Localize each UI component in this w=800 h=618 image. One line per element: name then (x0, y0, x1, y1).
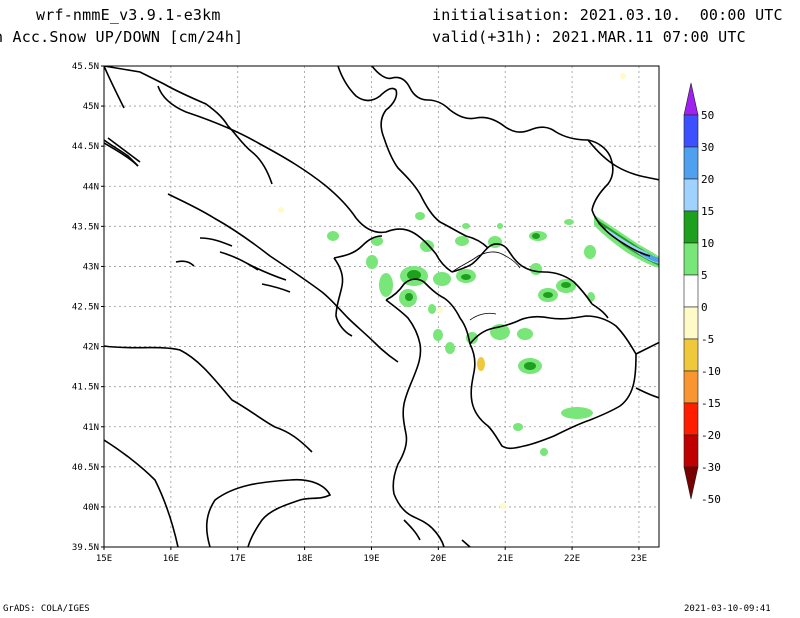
colorbar-segment (683, 402, 699, 436)
lat-label: 45N (83, 102, 99, 112)
render-timestamp: 2021-03-10-09:41 (684, 604, 771, 614)
lat-label: 44.5N (72, 142, 99, 152)
colorbar-over-triangle (683, 82, 699, 116)
latitude-labels: 45.5N 45N 44.5N 44N 43.5N 43N 42.5N 42N 41.5N 41N… (72, 62, 104, 553)
lat-label: 43N (83, 262, 99, 272)
colorbar-label: -15 (701, 397, 721, 410)
colorbar-segment (683, 114, 699, 148)
snow-field-layer (278, 73, 659, 509)
lat-label: 44N (83, 182, 99, 192)
init-time: initialisation: 2021.03.10. 00:00 UTC (432, 6, 783, 24)
lat-label: 43.5N (72, 222, 99, 232)
lat-label: 42N (83, 343, 99, 353)
lat-label: 39.5N (72, 543, 99, 553)
lat-label: 41.5N (72, 383, 99, 393)
colorbar-label: 0 (701, 301, 708, 314)
colorbar-label: 50 (701, 109, 714, 122)
lat-label: 45.5N (72, 62, 99, 72)
colorbar-label: 30 (701, 141, 714, 154)
model-title: wrf-nmmE_v3.9.1-e3km (36, 6, 221, 24)
colorbar-segment (683, 242, 699, 276)
colorbar-label: -30 (701, 461, 721, 474)
colorbar-segment (683, 146, 699, 180)
lon-label: 16E (163, 554, 179, 564)
lon-label: 23E (631, 554, 647, 564)
colorbar-label: 5 (701, 269, 708, 282)
lon-label: 21E (497, 554, 513, 564)
lon-label: 17E (230, 554, 246, 564)
colorbar-label: -20 (701, 429, 721, 442)
lat-label: 40N (83, 503, 99, 513)
colorbar-segment (683, 178, 699, 212)
lon-label: 19E (363, 554, 379, 564)
valid-time: valid(+31h): 2021.MAR.11 07:00 UTC (432, 28, 746, 46)
field-title: n Acc.Snow UP/DOWN [cm/24h] (0, 28, 244, 46)
colorbar-segment (683, 338, 699, 372)
colorbar-under-triangle (683, 466, 699, 500)
lon-label: 15E (96, 554, 112, 564)
kosovo-border (451, 251, 521, 321)
colorbar-label: 10 (701, 237, 714, 250)
colorbar-segment (683, 434, 699, 468)
colorbar-segment (683, 306, 699, 340)
colorbar-label: 15 (701, 205, 714, 218)
map-grid (104, 66, 659, 547)
colorbar-segment (683, 370, 699, 404)
lon-label: 20E (430, 554, 446, 564)
colorbar-label: -5 (701, 333, 714, 346)
colorbar-label: -10 (701, 365, 721, 378)
lon-label: 18E (296, 554, 312, 564)
colorbar-label: -50 (701, 493, 721, 506)
lat-label: 40.5N (72, 463, 99, 473)
colorbar-segment (683, 210, 699, 244)
coastlines-borders (104, 66, 659, 547)
lat-label: 41N (83, 423, 99, 433)
colorbar-segment (683, 274, 699, 308)
lat-label: 42.5N (72, 303, 99, 313)
colorbar-label: 20 (701, 173, 714, 186)
lon-label: 22E (564, 554, 580, 564)
grads-credit: GrADS: COLA/IGES (3, 604, 90, 614)
longitude-labels: 15E 16E 17E 18E 19E 20E 21E 22E 23E (96, 547, 647, 564)
